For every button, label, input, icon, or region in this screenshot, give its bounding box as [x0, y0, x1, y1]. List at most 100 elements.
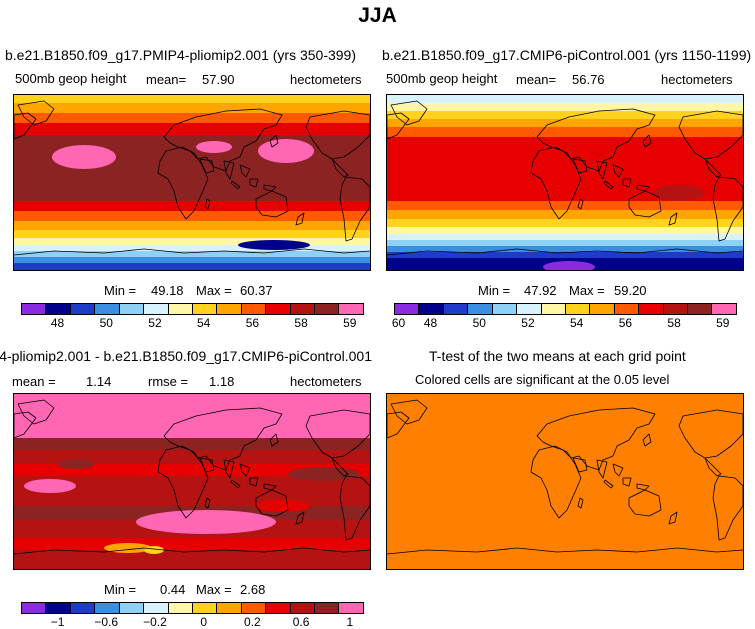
- panel3-colorbar-swatch-4: [119, 603, 145, 613]
- map3-region-0: [24, 479, 76, 493]
- map2-australia-outline: [628, 190, 662, 218]
- panel1-min-label: Min =: [104, 283, 137, 298]
- map4-japan-outline: [642, 433, 652, 447]
- map2-band-2: [387, 111, 743, 120]
- map1-band-10: [14, 245, 370, 252]
- map3-band-1: [14, 438, 370, 451]
- panel3-mean-value: 1.14: [86, 374, 112, 389]
- map3-antarctica-outline: [14, 547, 370, 555]
- panel3-colorbar-swatch-11: [290, 603, 316, 613]
- panel2-colorbar-tick-3: 54: [569, 316, 584, 330]
- map1-region-3: [238, 240, 310, 250]
- map1-japan-outline: [269, 134, 279, 148]
- panel3-colorbar-swatch-8: [217, 603, 242, 613]
- map1-south-america-outline: [339, 176, 370, 242]
- map2-region-0: [543, 261, 595, 270]
- map4-significance-field: [387, 394, 743, 569]
- map2-sumatra-outline: [603, 180, 614, 190]
- map1-new-zealand-outline: [295, 212, 305, 226]
- panel1-colorbar-tick-0: 48: [50, 316, 65, 330]
- map1-southeast-asia-outline: [239, 164, 251, 178]
- panel2-units: hectometers: [661, 72, 733, 87]
- panel1-colorbar-tick-4: 56: [245, 316, 260, 330]
- map4-coastlines: [387, 399, 743, 555]
- panel2-colorbar-swatch-0: [395, 304, 420, 314]
- map2-north-america-west-outline: [387, 112, 410, 140]
- map3-greenland-outline: [17, 399, 55, 425]
- map3-sumatra-outline: [230, 479, 241, 489]
- panel3-colorbar-swatch-7: [192, 603, 218, 613]
- panel3-colorbar-tick-3: 0: [200, 615, 208, 629]
- panel2-min-value: 47.92: [524, 283, 557, 298]
- panel3-colorbar-tick-4: 0.2: [244, 615, 261, 629]
- map3-india-outline: [223, 459, 235, 479]
- panel2-colorbar-tick-4: 56: [618, 316, 633, 330]
- map1-band-0: [14, 95, 370, 104]
- map3-band-3: [14, 464, 370, 477]
- map3-new-zealand-outline: [295, 511, 305, 525]
- map2-band-0: [387, 95, 743, 104]
- panel1-colorbar-swatch-12: [315, 304, 340, 314]
- map1-region-1: [258, 139, 314, 163]
- map4-sumatra-outline: [603, 479, 614, 489]
- map2-arabia-outline: [572, 158, 588, 174]
- panel3-mean-label: mean =: [12, 374, 56, 389]
- panel3-colorbar-swatch-0: [22, 603, 47, 613]
- map1-band-12: [14, 257, 370, 264]
- panel2-colorbar-tick-2: 52: [521, 316, 535, 330]
- panel2-colorbar-swatch-1: [419, 304, 444, 314]
- map2-band-13: [387, 252, 743, 259]
- panel2-colorbar-swatch-4: [492, 304, 518, 314]
- panel1-colorbar-tick-7: 60: [391, 316, 406, 330]
- panel2-colorbar-tick-5: 58: [667, 316, 681, 330]
- panel1-colorbar-swatch-5: [144, 304, 169, 314]
- panel2-map: [386, 94, 744, 271]
- panel1-colorbar-swatch-2: [70, 304, 96, 314]
- map1-borneo-outline: [249, 178, 259, 188]
- panel3-colorbar-tick-6: 1: [346, 615, 354, 629]
- map2-band-6: [387, 201, 743, 211]
- map1-arabia-outline: [199, 158, 215, 174]
- map4-arabia-outline: [572, 457, 588, 473]
- panel4-subtitle: Colored cells are significant at the 0.0…: [415, 372, 670, 387]
- map4-central-america-outline: [704, 457, 722, 477]
- map2-new-zealand-outline: [668, 212, 678, 226]
- panel1-max-value: 60.37: [240, 283, 273, 298]
- map3-arabia-outline: [199, 457, 215, 473]
- panel1-min-value: 49.18: [151, 283, 184, 298]
- map2-band-10: [387, 234, 743, 241]
- panel2-min-label: Min =: [478, 283, 511, 298]
- map1-region-0: [52, 145, 116, 169]
- panel3-colorbar-swatch-1: [46, 603, 71, 613]
- map1-madagascar-outline: [204, 198, 211, 210]
- map4-india-outline: [596, 459, 608, 479]
- panel1-mean-value: 57.90: [202, 72, 235, 87]
- map1-india-outline: [223, 160, 235, 180]
- panel3-rmse-value: 1.18: [209, 374, 235, 389]
- map3-band-7: [14, 538, 370, 551]
- panel3-colorbar-swatch-10: [266, 603, 291, 613]
- map1-band-7: [14, 221, 370, 231]
- map1-band-3: [14, 123, 370, 136]
- panel1-colorbar-swatch-6: [168, 304, 193, 314]
- panel2-colorbar-swatch-8: [590, 304, 615, 314]
- map4-madagascar-outline: [577, 497, 584, 509]
- panel3-colorbar-tick-5: 0.6: [292, 615, 310, 629]
- panel2-colorbar-swatch-7: [565, 304, 591, 314]
- map4-borneo-outline: [622, 477, 632, 487]
- map1-coastlines: [14, 100, 370, 256]
- map3-band-8: [14, 550, 370, 569]
- panel1-colorbar-swatch-4: [119, 304, 145, 314]
- panel4-title: T-test of the two means at each grid poi…: [429, 348, 686, 364]
- panel2-colorbar-tick-6: 59: [716, 316, 730, 330]
- map3-central-america-outline: [331, 457, 349, 477]
- map3-region-6: [254, 500, 310, 512]
- map2-europe-asia-outline: [536, 108, 656, 172]
- panel2-max-label: Max =: [569, 283, 605, 298]
- panel1-colorbar-tick-2: 52: [148, 316, 162, 330]
- panel3-colorbar-swatch-12: [315, 603, 340, 613]
- map4-africa-outline: [530, 445, 582, 519]
- panel2-colorbar-swatch-5: [517, 304, 542, 314]
- panel3-map: [13, 393, 371, 570]
- map1-north-america-west-outline: [14, 112, 37, 140]
